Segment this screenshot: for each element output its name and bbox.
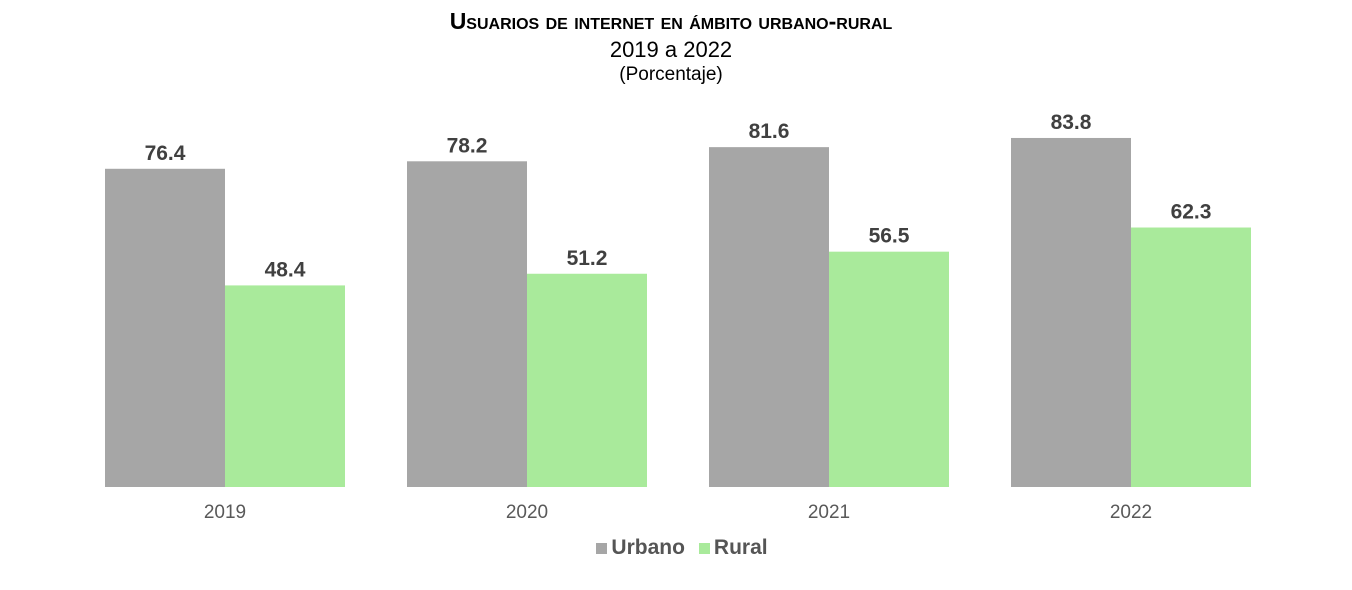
data-label-rural-2020: 51.2 (567, 247, 608, 270)
legend-swatch-urbano (596, 542, 608, 554)
data-label-urbano-2019: 76.4 (145, 142, 186, 165)
data-label-rural-2022: 62.3 (1171, 201, 1212, 224)
bar-urbano-2021 (709, 147, 829, 488)
x-tick-label-2021: 2021 (808, 502, 850, 523)
data-label-rural-2019: 48.4 (265, 258, 306, 281)
x-tick-label-2020: 2020 (506, 502, 548, 523)
chart-title: Usuarios de internet en ámbito urbano-ru… (449, 8, 893, 34)
legend-swatch-rural (698, 542, 710, 554)
data-label-urbano-2021: 81.6 (749, 120, 790, 143)
bar-rural-2019 (225, 285, 345, 487)
data-label-urbano-2020: 78.2 (447, 134, 488, 157)
bar-rural-2022 (1131, 227, 1251, 487)
legend-label-urbano: Urbano (611, 536, 685, 559)
legend-item-urbano: Urbano (596, 536, 685, 560)
bar-rural-2021 (829, 251, 949, 487)
data-label-urbano-2022: 83.8 (1051, 111, 1092, 134)
chart-subtitle: 2019 a 2022 (609, 37, 733, 62)
chart-unit: (Porcentaje) (619, 64, 723, 85)
bar-rural-2020 (527, 273, 647, 487)
legend: Urbano Rural (0, 536, 1352, 560)
data-label-rural-2021: 56.5 (869, 225, 910, 248)
legend-item-rural: Rural (698, 536, 768, 560)
x-tick-label-2022: 2022 (1110, 502, 1152, 523)
bar-urbano-2020 (407, 161, 527, 487)
x-tick-label-2019: 2019 (204, 502, 246, 523)
bar-urbano-2019 (105, 168, 225, 487)
bar-chart: 76.4 48.4 2019 78.2 51.2 2020 81.6 56.5 2021 83.8… (105, 111, 1251, 523)
bar-urbano-2022 (1011, 137, 1131, 487)
legend-label-rural: Rural (713, 536, 768, 559)
